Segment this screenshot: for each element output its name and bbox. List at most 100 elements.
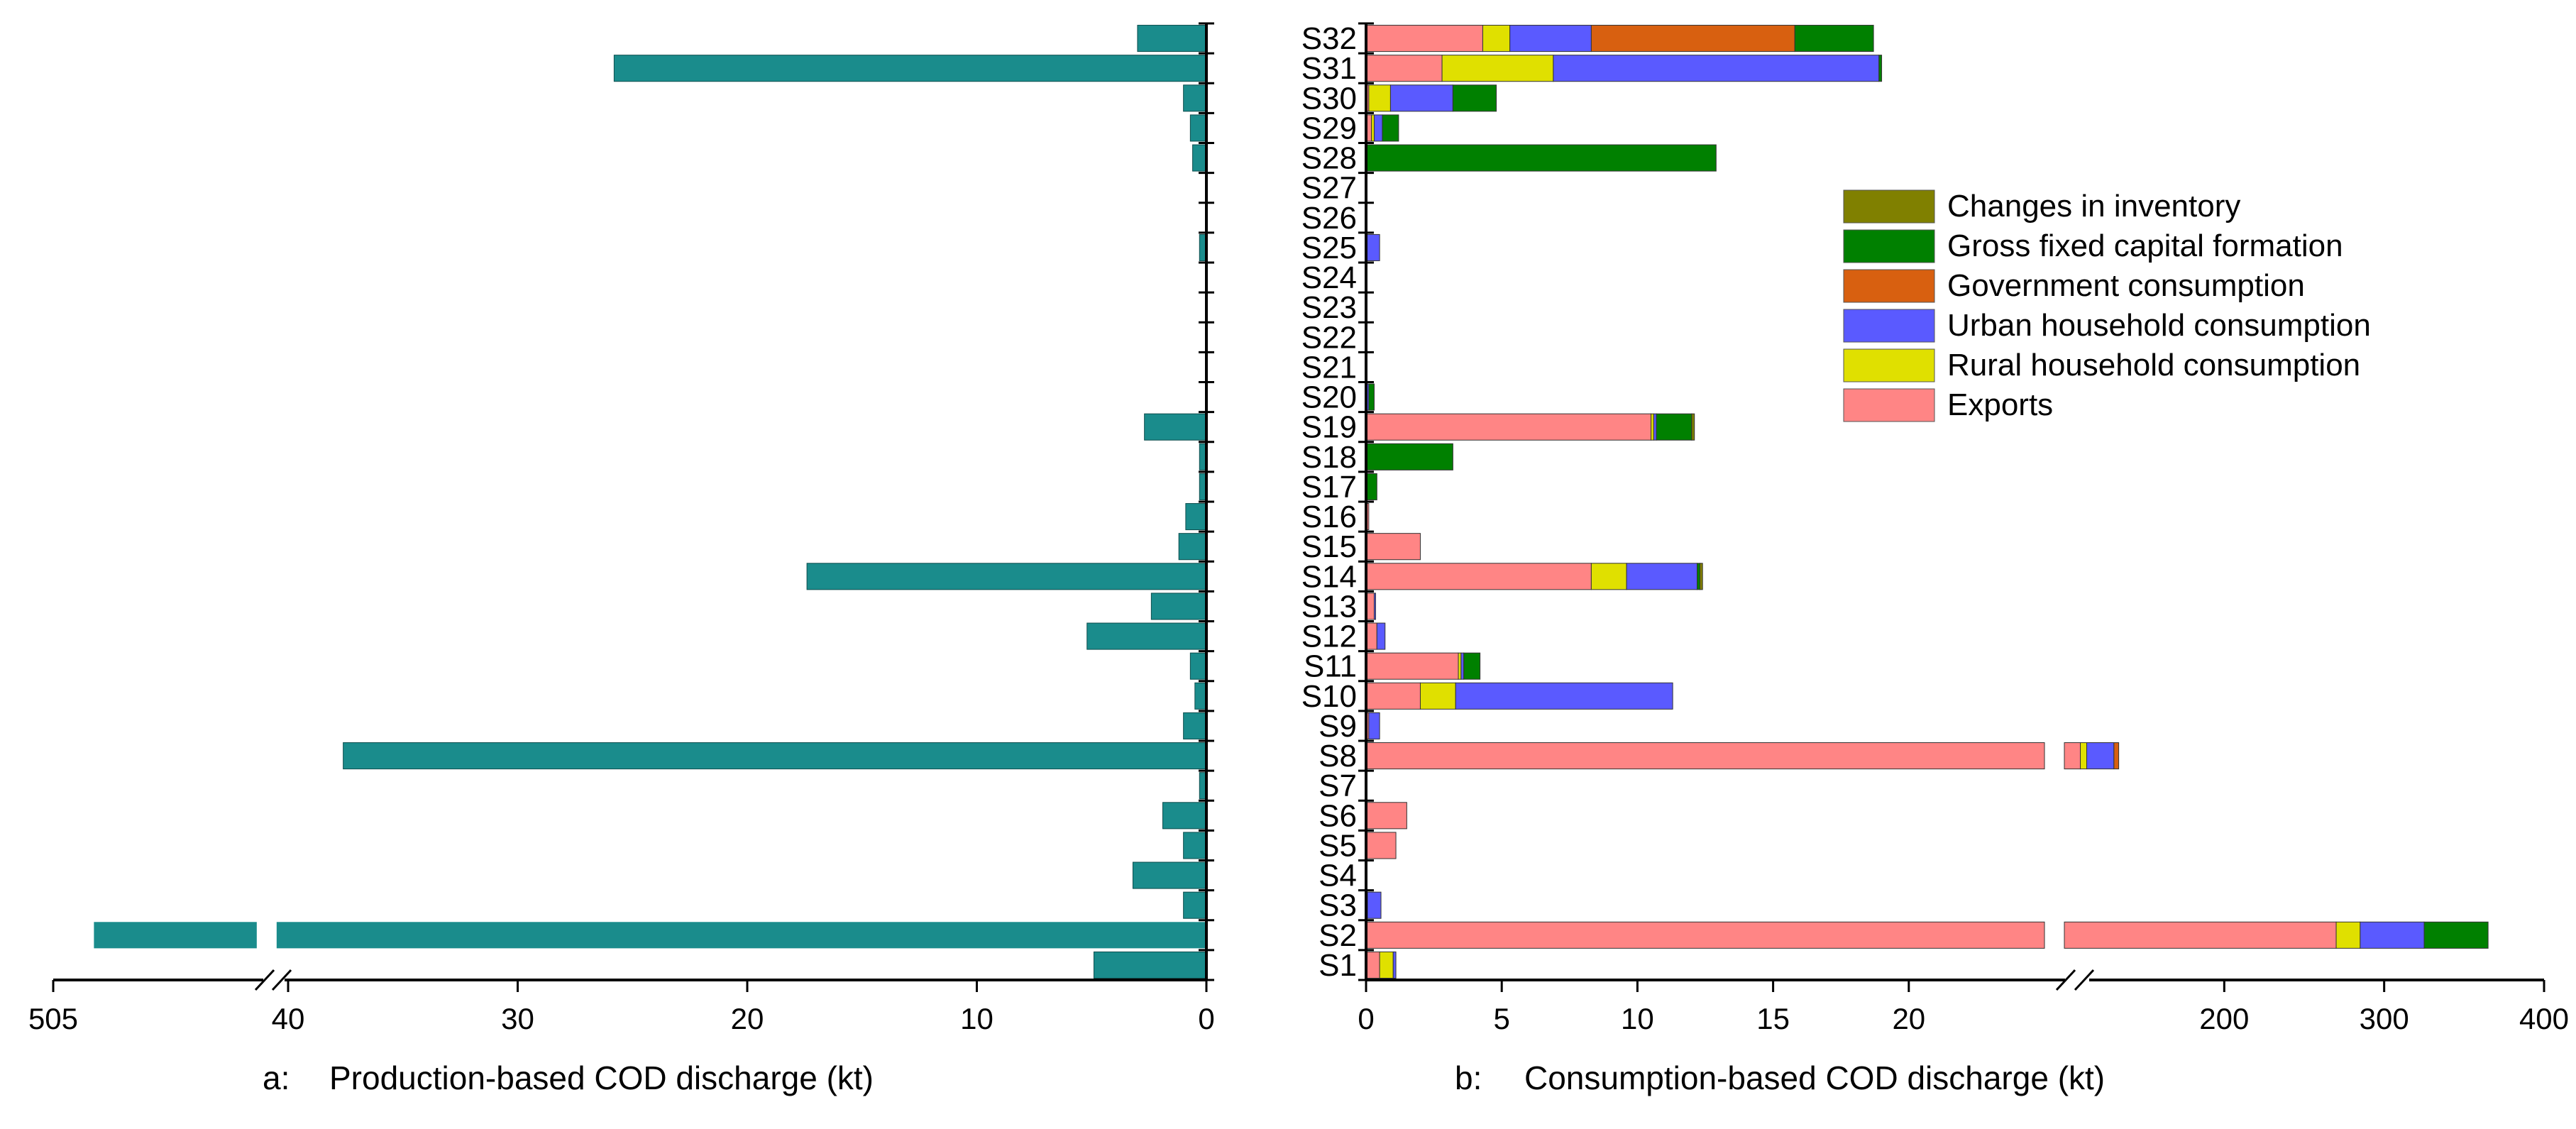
panel-a-bar-S30 [1183, 84, 1207, 112]
panel-b-bar-S3-urban-household-consumption [1367, 891, 1382, 919]
sector-label-s26: S26 [1301, 201, 1357, 236]
panel-b-x-tick-label: 15 [1756, 1002, 1790, 1035]
panel-a-x-ticks: 0 10 20 30 40 505 [28, 980, 1215, 1035]
panel-b-x-tick-label: 300 [2360, 1002, 2409, 1035]
panel-b-consumption: S32S31S30S29S28S27S26S25S24S23S22S21S20S… [1301, 21, 2569, 1096]
panel-b-bar-S30-gross-fixed-capital-formation [1452, 84, 1497, 112]
panel-b-x-tick-label: 5 [1494, 1002, 1510, 1035]
sector-label-s6: S6 [1319, 798, 1357, 833]
panel-b-bar-S12-urban-household-consumption [1376, 622, 1386, 650]
panel-a-y-ticks [1199, 22, 1214, 981]
panel-a-bar-S16 [1185, 503, 1207, 531]
panel-b-bar-S14-gross-fixed-capital-formation [1697, 563, 1700, 590]
panel-b-x-tick-label: 0 [1358, 1002, 1374, 1035]
sector-label-s30: S30 [1301, 81, 1357, 116]
sector-label-s31: S31 [1301, 51, 1357, 86]
panel-b-bar-S30-urban-household-consumption [1389, 84, 1453, 112]
panel-b-bar-S2-exports [1365, 921, 2045, 949]
legend-label-rural-household-consumption: Rural household consumption [1947, 348, 2360, 382]
panel-a-bar-S5 [1183, 832, 1207, 859]
panel-b-bar-S11-gross-fixed-capital-formation [1463, 652, 1481, 680]
panel-b-bar-S1-urban-household-consumption [1392, 951, 1397, 979]
legend-swatch-gross-fixed-capital-formation [1843, 229, 1935, 263]
panel-a-x-tick-label: 0 [1198, 1002, 1214, 1035]
panel-a-x-tick-label: 10 [960, 1002, 993, 1035]
panel-a-production: 0 10 20 30 40 505 a: Production-based COD dis… [28, 22, 1215, 1096]
panel-b-bar-S11-exports [1365, 652, 1459, 680]
panel-b-y-ticks [1358, 22, 1374, 981]
panel-b-bar-S2-exports-upper [2064, 921, 2337, 949]
panel-b-bar-S2-gross-fixed-capital-formation-upper [2423, 921, 2489, 949]
panel-b-bar-S6-exports [1365, 802, 1407, 830]
legend-label-government-consumption: Government consumption [1947, 268, 2305, 303]
sector-label-s22: S22 [1301, 320, 1357, 355]
legend-swatch-urban-household-consumption [1843, 309, 1935, 343]
panel-b-xlabel: Consumption-based COD discharge (kt) [1524, 1059, 2105, 1096]
sector-label-s18: S18 [1301, 440, 1357, 475]
panel-b-x-tick-label: 10 [1621, 1002, 1654, 1035]
sector-label-s16: S16 [1301, 500, 1357, 534]
sector-label-s19: S19 [1301, 410, 1357, 445]
sector-label-s23: S23 [1301, 290, 1357, 325]
legend-label-gross-fixed-capital-formation: Gross fixed capital formation [1947, 228, 2343, 263]
panel-a-axis-break [254, 962, 292, 1001]
panel-b-bar-S10-exports [1365, 682, 1421, 710]
sector-label-s1: S1 [1319, 948, 1357, 983]
panel-a-bar-S13 [1150, 593, 1207, 620]
panel-a-bar-S31 [613, 55, 1207, 82]
panel-b-bar-S25-urban-household-consumption [1365, 233, 1380, 261]
panel-b-bar-S14-urban-household-consumption [1626, 563, 1698, 590]
panel-b-bar-S19-changes-in-inventory [1691, 413, 1695, 441]
sector-label-s24: S24 [1301, 260, 1357, 295]
sector-label-s27: S27 [1301, 171, 1357, 206]
panel-a-bar-S4 [1132, 861, 1207, 889]
panel-a-bars [94, 25, 1207, 979]
sector-label-s17: S17 [1301, 470, 1357, 505]
panel-b-bar-S11-rural-household-consumption [1458, 652, 1462, 680]
legend-swatch-rural-household-consumption [1843, 348, 1935, 382]
sector-label-s2: S2 [1319, 918, 1357, 953]
panel-b-bar-S32-gross-fixed-capital-formation [1794, 25, 1874, 53]
panel-a-bar-S9 [1183, 712, 1207, 739]
panel-b-x-ticks: 0 5 10 15 20 200 300 400 [1358, 980, 2569, 1035]
panel-b-bar-S32-exports [1365, 25, 1483, 53]
panel-a-bar-S19 [1144, 413, 1207, 441]
panel-a-x-tick-label: 30 [501, 1002, 534, 1035]
panel-b-bar-S11-urban-household-consumption [1460, 652, 1465, 680]
panel-b-bar-S19-rural-household-consumption [1651, 413, 1654, 441]
panel-b-bar-S5-exports [1365, 832, 1397, 859]
panel-a-x-tick-label: 505 [28, 1002, 78, 1035]
sector-label-s9: S9 [1319, 709, 1357, 744]
legend-swatch-exports [1843, 388, 1935, 422]
sector-label-s14: S14 [1301, 559, 1357, 594]
panel-b-bar-S30-rural-household-consumption [1368, 84, 1391, 112]
panel-b-bar-S12-exports [1365, 622, 1377, 650]
sector-label-s21: S21 [1301, 350, 1357, 385]
panel-b-bar-S2-rural-household-consumption-upper [2335, 921, 2361, 949]
panel-a-bar-S32 [1137, 25, 1207, 53]
panel-a-x-tick-label: 40 [272, 1002, 305, 1035]
panel-a-xlabel: Production-based COD discharge (kt) [329, 1059, 874, 1096]
legend-label-changes-in-inventory: Changes in inventory [1947, 189, 2240, 224]
panel-b-bar-S29-rural-household-consumption [1371, 114, 1375, 142]
legend-label-exports: Exports [1947, 387, 2053, 422]
panel-b-bar-S14-changes-in-inventory [1699, 563, 1703, 590]
panel-b-bar-S2-urban-household-consumption-upper [2360, 921, 2425, 949]
panel-b-bar-S9-urban-household-consumption [1368, 712, 1380, 739]
panel-b-bars [1365, 25, 2489, 979]
panel-a-x-tick-label: 20 [731, 1002, 764, 1035]
panel-b-bar-S15-exports [1365, 533, 1421, 561]
panel-b-bar-S14-exports [1365, 563, 1592, 590]
panel-a-bar-S29 [1189, 114, 1207, 142]
panel-b-bar-S31-urban-household-consumption [1553, 55, 1880, 82]
panel-b-bar-S10-rural-household-consumption [1419, 682, 1456, 710]
panel-b-bar-S1-rural-household-consumption [1379, 951, 1394, 979]
panel-b-bar-S8-exports [1365, 742, 2045, 770]
legend: Changes in inventory Gross fixed capital … [1843, 189, 2371, 422]
panel-b-bar-S31-exports [1365, 55, 1443, 82]
panel-b-bar-S8-government-consumption-upper [2113, 742, 2120, 770]
sector-label-s7: S7 [1319, 769, 1357, 803]
panel-b-bar-S10-urban-household-consumption [1455, 682, 1673, 710]
panel-a-bar-S2 [276, 922, 1207, 949]
